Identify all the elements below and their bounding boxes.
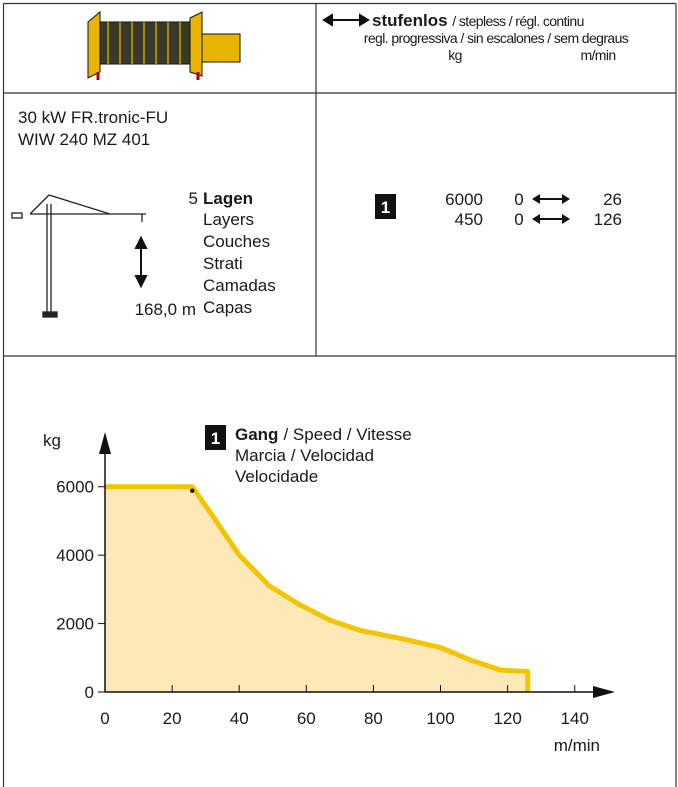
annotation-title: Gang / Speed / Vitesse: [235, 425, 412, 444]
layer-names: Layers Couches Strati Camadas Capas: [203, 210, 276, 317]
y-axis-label: kg: [43, 431, 61, 450]
unit-load: kg: [448, 47, 462, 63]
speed-max: 126: [594, 210, 622, 229]
y-tick-label: 2000: [56, 615, 94, 634]
range-arrow-head: [532, 194, 540, 204]
unit-speed: m/min: [580, 47, 615, 63]
y-tick-label: 0: [85, 683, 94, 702]
title-bold: stufenlos: [372, 11, 448, 30]
motor-model: WIW 240 MZ 401: [18, 130, 150, 149]
x-axis-arrow: [593, 686, 615, 698]
range-arrow-head: [562, 214, 570, 224]
x-tick-label: 80: [364, 709, 383, 728]
x-tick-label: 40: [230, 709, 249, 728]
annotation-bold: Gang: [235, 425, 278, 444]
gear-number: 1: [381, 198, 390, 217]
layer-name: Camadas: [203, 276, 276, 295]
speed-min: 0: [514, 210, 523, 229]
load: 6000: [445, 190, 483, 209]
area-fill: [105, 487, 528, 692]
x-tick-label: 120: [493, 709, 521, 728]
stepless-arrow: [324, 15, 368, 25]
layer-count: 5: [189, 189, 198, 208]
crane-icon: [12, 195, 146, 317]
layer-name: Layers: [203, 210, 254, 229]
load: 450: [455, 210, 483, 229]
x-tick-label: 60: [297, 709, 316, 728]
x-tick-label: 20: [163, 709, 182, 728]
annotation-line: Velocidade: [235, 467, 318, 486]
break-point: [190, 489, 194, 493]
gear-box: 1: [375, 194, 396, 219]
hoist-height: 168,0 m: [135, 300, 196, 319]
winch-icon: [88, 12, 240, 80]
y-tick-label: 6000: [56, 478, 94, 497]
layer-name: Couches: [203, 232, 270, 251]
height-arrow: [136, 238, 146, 286]
range-arrow-head: [562, 194, 570, 204]
gear-number: 1: [211, 429, 220, 448]
page: stufenlos / stepless / régl. continu reg…: [0, 0, 678, 787]
annotation-line: Marcia / Velocidad: [235, 446, 374, 465]
range-arrow-head: [532, 214, 540, 224]
speed-max: 26: [603, 190, 622, 209]
x-tick-label: 100: [426, 709, 454, 728]
motor-power: 30 kW FR.tronic-FU: [18, 108, 168, 127]
layer-title: Lagen: [203, 189, 253, 208]
title-rest: / stepless / régl. continu: [452, 13, 583, 29]
layer-name: Strati: [203, 254, 243, 273]
header-subtitle: regl. progressiva / sin escalones / sem …: [364, 30, 629, 46]
y-tick-label: 4000: [56, 546, 94, 565]
x-tick-label: 140: [561, 709, 589, 728]
annotation-rest: / Speed / Vitesse: [283, 425, 411, 444]
y-axis-arrow: [99, 432, 111, 454]
header-title: stufenlos / stepless / régl. continu: [372, 11, 584, 30]
layer-name: Capas: [203, 298, 252, 317]
x-tick-label: 0: [100, 709, 109, 728]
speed-min: 0: [514, 190, 523, 209]
speed-rows: 6000 0 26 450 0 126: [445, 190, 622, 229]
x-axis-label: m/min: [554, 736, 600, 755]
